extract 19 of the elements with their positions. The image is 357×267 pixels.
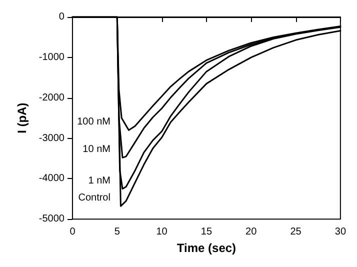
x-tick-label: 25 [290, 226, 302, 238]
x-axis-title: Time (sec) [176, 241, 236, 255]
x-tick-label: 30 [334, 226, 346, 238]
series-label: 100 nM [77, 116, 110, 128]
x-tick-label: 15 [200, 226, 212, 238]
x-tick-label: 5 [114, 226, 120, 238]
y-tick-label: -4000 [38, 173, 65, 184]
y-tick-label: -5000 [38, 214, 65, 225]
y-tick-label: 0 [58, 12, 65, 22]
y-tick-label: -2000 [38, 92, 65, 104]
series-label: Control [78, 192, 110, 204]
y-axis-title: I (pA) [15, 102, 29, 134]
y-tick-label: -1000 [38, 52, 65, 63]
series-label: 1 nM [88, 175, 110, 186]
y-tick-label: -3000 [38, 132, 65, 144]
x-tick-label: 10 [156, 226, 168, 238]
x-tick-label: 0 [70, 226, 76, 238]
x-tick-label: 20 [246, 226, 258, 238]
series-label: 10 nM [82, 144, 110, 156]
